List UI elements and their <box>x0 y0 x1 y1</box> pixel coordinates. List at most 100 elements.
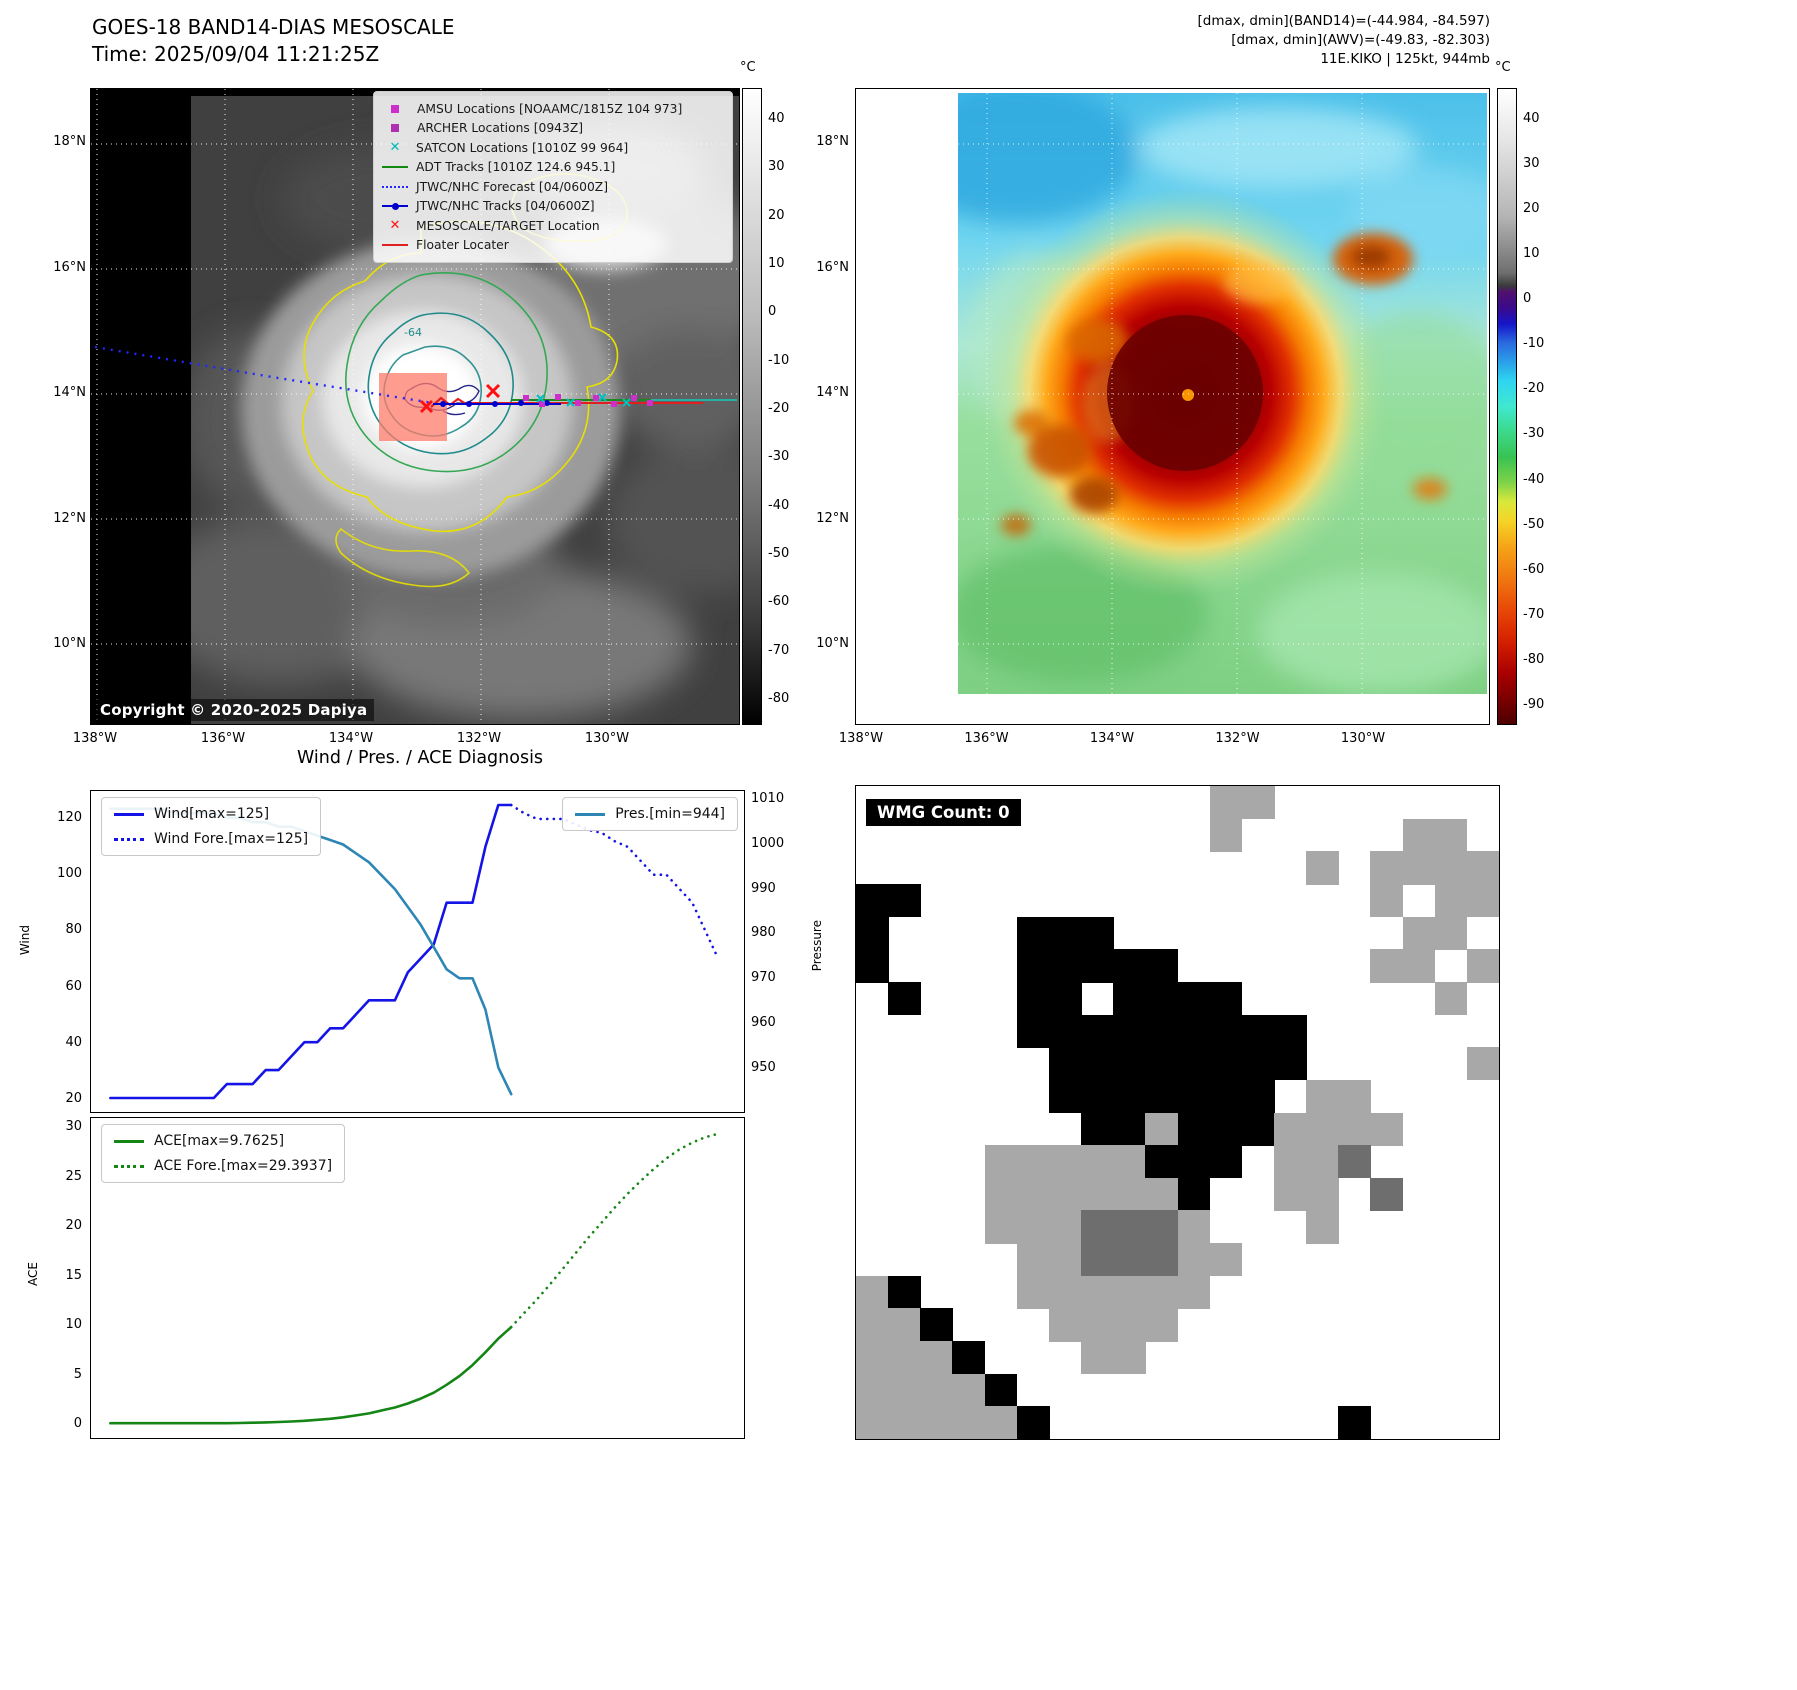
lon-tick: 132°W <box>1215 731 1260 746</box>
adt-line-icon <box>382 166 408 169</box>
ace-history <box>109 1325 513 1425</box>
lat-tick: 14°N <box>53 385 86 400</box>
wmg-cell <box>1145 1210 1179 1244</box>
ace-axis-label: ACE <box>26 1262 40 1286</box>
wmg-cell <box>1081 1210 1114 1244</box>
cbar-tick: -40 <box>1523 471 1545 487</box>
wind-tick: 120 <box>57 810 82 825</box>
wmg-cell <box>1113 1079 1146 1114</box>
pressure-tick: 1000 <box>751 835 785 851</box>
wmg-cell <box>1306 1112 1339 1146</box>
wmg-cell <box>1145 949 1179 983</box>
wmg-cell <box>1177 1145 1211 1179</box>
pressure-axis-label: Pressure <box>810 920 824 972</box>
cbar-tick: 10 <box>768 255 785 271</box>
wmg-cell <box>984 1373 1018 1407</box>
wmg-cell <box>1048 1014 1082 1048</box>
legend-label: JTWC/NHC Forecast [04/0600Z] <box>416 179 609 194</box>
wmg-cell <box>1113 1275 1146 1309</box>
wmg-cell <box>1306 851 1339 885</box>
wmg-cell <box>1466 883 1499 918</box>
wmg-cell <box>1209 1014 1243 1048</box>
lon-tick: 130°W <box>584 731 630 746</box>
legend-row-floater: Floater Locater <box>382 236 724 256</box>
enhanced-ir-lon-axis: 138°W 136°W 134°W 132°W 130°W <box>830 731 1394 746</box>
wmg-cell <box>888 883 921 918</box>
wmg-cell <box>1081 1014 1114 1048</box>
cbar-tick: -60 <box>768 594 790 610</box>
wmg-panel: WMG Count: 0 <box>855 785 1500 1440</box>
wmg-cell <box>952 1373 986 1407</box>
legend-row-amsu: AMSU Locations [NOAAMC/1815Z 104 973] <box>382 99 724 119</box>
enhanced-ir-image <box>958 93 1487 694</box>
wmg-cell <box>1402 851 1436 885</box>
wind-history <box>109 803 513 1100</box>
wmg-cell <box>856 1275 889 1309</box>
pressure-legend: Pres.[min=944] <box>562 797 738 831</box>
wmg-cell <box>1177 1079 1211 1114</box>
goes-title: GOES-18 BAND14-DIAS MESOSCALE <box>92 15 455 39</box>
wmg-cell <box>1370 1177 1404 1212</box>
wmg-cell <box>1113 1341 1146 1375</box>
wmg-cell <box>920 1373 954 1407</box>
wind-pressure-chart: Wind[max=125] Wind Fore.[max=125] Pres.[… <box>90 790 745 1113</box>
wmg-cell <box>1209 786 1243 820</box>
wmg-cell <box>1370 949 1404 983</box>
ace-chart: ACE[max=9.7625] ACE Fore.[max=29.3937] <box>90 1117 745 1439</box>
cbar-tick: 20 <box>1523 201 1540 217</box>
wmg-cell <box>1145 1275 1179 1309</box>
wmg-cell <box>1209 1047 1243 1081</box>
legend-label: AMSU Locations [NOAAMC/1815Z 104 973] <box>417 101 683 116</box>
pressure-tick: 1010 <box>751 791 785 806</box>
wind-tick: 60 <box>65 978 82 994</box>
enhanced-ir-colorbar-unit: °C <box>1495 60 1511 75</box>
enhanced-ir-colorbar <box>1497 88 1517 725</box>
wmg-cell <box>1209 1243 1243 1277</box>
wmg-cell <box>1145 1079 1179 1114</box>
wmg-cell <box>1241 1047 1275 1081</box>
wmg-cell <box>1177 1014 1211 1048</box>
wmg-cell <box>1113 1210 1146 1244</box>
wmg-cell <box>1273 1014 1307 1048</box>
wind-forecast-dotted-icon <box>114 837 144 841</box>
wind-forecast <box>509 803 720 960</box>
wmg-grid <box>856 786 1499 1439</box>
wmg-cell <box>1145 1047 1179 1081</box>
wmg-cell <box>1081 1145 1114 1179</box>
diagnosis-title: Wind / Pres. / ACE Diagnosis <box>296 748 544 768</box>
wmg-cell <box>1402 949 1436 983</box>
satcon-marker-icon <box>382 141 408 154</box>
wmg-cell <box>1209 818 1243 852</box>
wmg-cell <box>1434 981 1468 1016</box>
band14-panel-title: GOES-18 BAND14-DIAS MESOSCALE Time: 2025… <box>92 14 455 68</box>
wmg-cell <box>1434 883 1468 918</box>
legend-row-satcon: SATCON Locations [1010Z 99 964] <box>382 138 724 158</box>
wmg-cell <box>1241 1014 1275 1048</box>
svg-text:-64: -64 <box>404 326 422 339</box>
wmg-cell <box>856 883 889 918</box>
legend-label: SATCON Locations [1010Z 99 964] <box>416 140 629 155</box>
wmg-cell <box>1306 1079 1339 1114</box>
lat-tick: 16°N <box>816 259 849 275</box>
wmg-cell <box>1145 981 1179 1016</box>
cbar-tick: 10 <box>1523 246 1540 262</box>
ace-forecast-legend-row: ACE Fore.[max=29.3937] <box>114 1157 332 1175</box>
cbar-tick: -80 <box>768 690 790 706</box>
pressure-legend-row: Pres.[min=944] <box>575 805 725 823</box>
pressure-y-axis: 1010 1000 990 980 970 960 950 <box>751 792 791 1075</box>
wmg-cell <box>1016 1177 1050 1212</box>
wmg-count-badge: WMG Count: 0 <box>866 799 1021 826</box>
wmg-cell <box>1145 1145 1179 1179</box>
wmg-cell <box>1370 851 1404 885</box>
ace-plot <box>109 1132 720 1425</box>
wmg-cell <box>1466 1047 1499 1081</box>
wmg-cell <box>1048 949 1082 983</box>
wmg-cell <box>1016 1406 1050 1439</box>
wmg-cell <box>1338 1145 1371 1179</box>
ace-tick: 25 <box>65 1168 82 1184</box>
pressure-legend-label: Pres.[min=944] <box>615 806 725 822</box>
wmg-cell <box>888 1341 921 1375</box>
wmg-cell <box>1273 1112 1307 1146</box>
wmg-cell <box>1048 1275 1082 1309</box>
